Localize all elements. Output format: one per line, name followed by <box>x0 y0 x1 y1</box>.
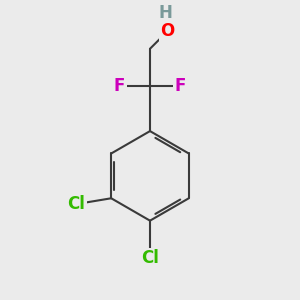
Text: F: F <box>175 77 186 95</box>
Text: H: H <box>159 4 173 22</box>
Text: Cl: Cl <box>141 249 159 267</box>
Text: O: O <box>160 22 175 40</box>
Text: Cl: Cl <box>68 195 85 213</box>
Text: F: F <box>114 77 125 95</box>
